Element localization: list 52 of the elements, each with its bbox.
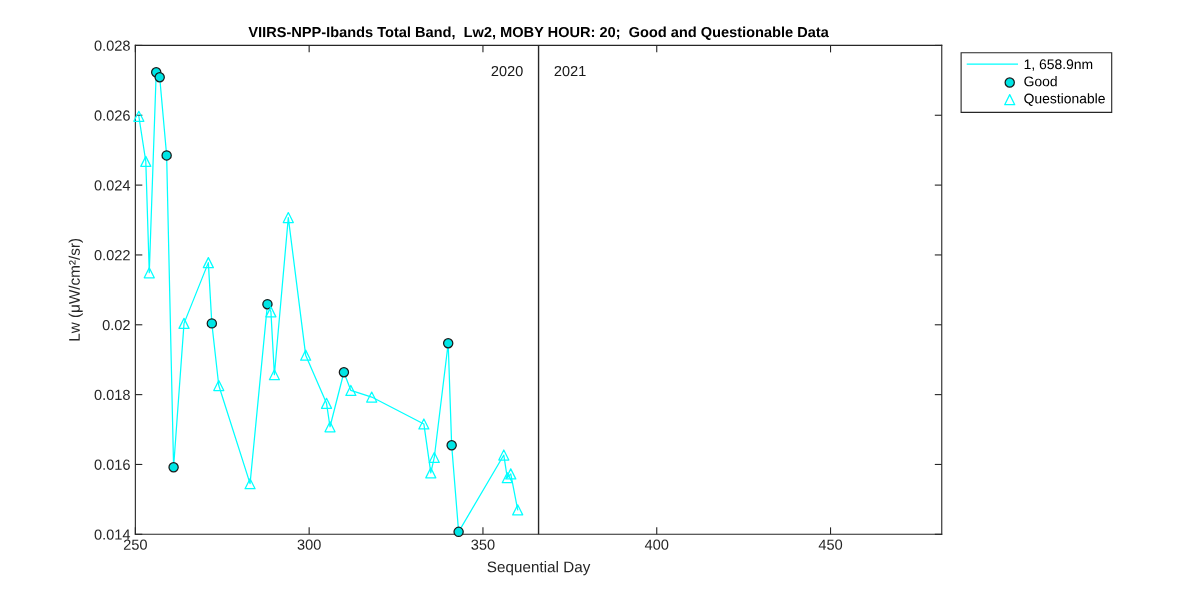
point [244,478,256,490]
point [140,155,152,167]
chart-title: VIIRS-NPP-Ibands Total Band, Lw2, MOBY HOUR: 20; Good and Questionable Data [248,26,829,40]
y-axis-title: Lw (μW/cm²/sr) [68,238,83,341]
point [446,440,457,451]
x-tick-label: 450 [818,539,843,550]
legend-label: Questionable [1024,93,1105,106]
x-tick-label: 300 [297,539,321,550]
point [428,451,440,464]
point [338,367,350,378]
x-tick-label: 350 [471,539,495,550]
point [282,211,294,224]
x-axis-title: Sequential Day [487,561,591,576]
point [178,317,190,330]
point [366,391,378,403]
y-tick-label: 0.028 [94,40,130,51]
point [265,306,277,318]
annotation: 2021 [554,65,586,77]
point [505,468,517,480]
point [498,449,510,461]
point [168,462,179,473]
y-tick-label: 0.024 [94,180,131,191]
point [425,467,437,479]
point [324,421,336,433]
annotation: 2020 [491,65,523,77]
point [268,369,281,381]
point [345,384,357,397]
y-tick-label: 0.016 [94,459,130,470]
point [133,110,145,122]
x-tick-label: 400 [644,539,669,550]
legend-label: Good [1024,76,1057,87]
point [501,472,513,484]
point [202,256,214,269]
point [418,418,430,430]
y-tick-label: 0.026 [94,110,130,121]
point [154,71,165,83]
y-tick-label: 0.022 [94,250,130,261]
y-tick-label: 0.018 [94,389,130,401]
point [453,526,464,538]
point [206,318,218,329]
point [143,267,155,279]
legend-label: 1, 658.9nm [1024,59,1093,71]
point [161,150,172,161]
y-tick-label: 0.02 [102,319,130,331]
point [300,349,312,361]
x-tick-label: 250 [123,539,147,550]
y-tick-label: 0.014 [94,529,131,540]
point [213,379,225,392]
point [320,397,333,409]
point [262,298,273,310]
point [512,504,524,516]
point [442,338,454,349]
